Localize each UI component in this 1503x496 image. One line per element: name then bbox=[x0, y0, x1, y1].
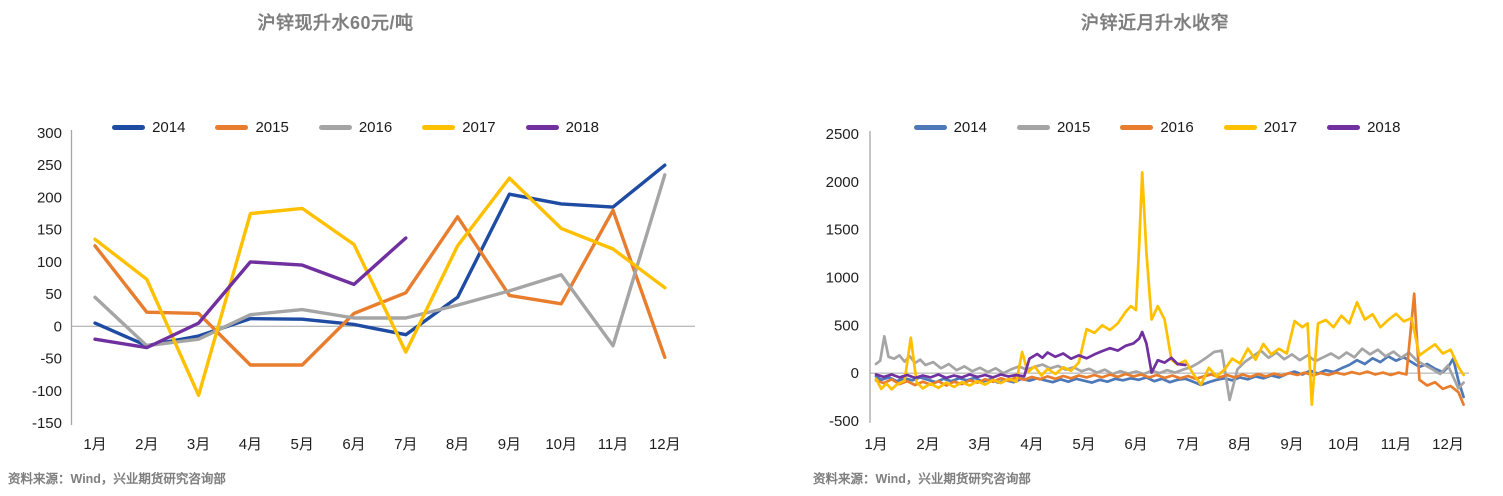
y-tick-label: -50 bbox=[40, 351, 62, 368]
y-tick-label: 1500 bbox=[826, 222, 859, 239]
legend-swatch bbox=[1016, 125, 1050, 130]
x-tick-label: 12月 bbox=[1432, 436, 1464, 453]
x-tick-label: 3月 bbox=[187, 436, 210, 453]
source-note: 资料来源：Wind，兴业期货研究咨询部 bbox=[813, 472, 1031, 486]
x-tick-label: 9月 bbox=[498, 436, 521, 453]
x-tick-label: 4月 bbox=[239, 436, 262, 453]
y-tick-label: 0 bbox=[851, 365, 859, 382]
chart-legend: 2014 2015 2016 2017 2018 bbox=[781, 119, 1503, 136]
legend-label: 2014 bbox=[152, 119, 186, 136]
x-tick-label: 6月 bbox=[1124, 436, 1147, 453]
y-tick-label: 50 bbox=[45, 286, 62, 303]
chart-legend: 2014 2015 2016 2017 2018 bbox=[0, 119, 731, 136]
series-line-2015 bbox=[874, 334, 1465, 402]
legend-item-2014: 2014 bbox=[913, 119, 987, 136]
legend-swatch bbox=[525, 125, 559, 130]
legend-item-2018: 2018 bbox=[1327, 119, 1400, 136]
legend-swatch bbox=[215, 125, 249, 130]
legend-swatch bbox=[318, 125, 352, 130]
legend-item-2016: 2016 bbox=[1120, 119, 1194, 136]
legend-swatch bbox=[422, 125, 456, 130]
legend-item-2014: 2014 bbox=[112, 119, 185, 136]
y-tick-label: 250 bbox=[37, 157, 62, 174]
y-tick-label: -150 bbox=[32, 415, 62, 432]
legend-label: 2017 bbox=[1263, 119, 1298, 136]
legend-label: 2018 bbox=[565, 119, 599, 136]
series-line-2017 bbox=[93, 176, 667, 397]
x-tick-label: 1月 bbox=[83, 436, 106, 453]
x-tick-label: 2月 bbox=[916, 436, 939, 453]
chart-plot-area: 2500 2000 1500 1000 500 0 -500 1月 2月 3月 4月 5月 6月 7月 8月… bbox=[826, 126, 1469, 453]
legend-item-2016: 2016 bbox=[318, 119, 393, 136]
x-tick-label: 7月 bbox=[394, 436, 417, 453]
x-tick-label: 1月 bbox=[864, 436, 887, 453]
y-tick-label: 200 bbox=[37, 189, 62, 206]
y-tick-label: 2000 bbox=[826, 174, 859, 191]
x-tick-label: 5月 bbox=[291, 436, 314, 453]
chart-plot-area: 300 250 200 150 100 50 0 -50 -100 -150 1月 2月 3月 4月 5月 6… bbox=[32, 125, 695, 453]
y-tick-label: 2500 bbox=[826, 126, 859, 143]
legend-item-2015: 2015 bbox=[215, 119, 289, 136]
series-line-2016 bbox=[93, 173, 667, 348]
chart-title: 沪锌近月升水收窄 bbox=[1081, 13, 1229, 33]
y-tick-label: 150 bbox=[37, 222, 62, 239]
legend-label: 2017 bbox=[462, 119, 496, 136]
legend-label: 2018 bbox=[1367, 119, 1401, 136]
series-line-2014 bbox=[93, 163, 667, 348]
x-tick-label: 10月 bbox=[545, 436, 577, 453]
x-tick-label: 6月 bbox=[342, 436, 365, 453]
legend-label: 2015 bbox=[1056, 119, 1091, 136]
series-line-2017 bbox=[874, 170, 1465, 406]
x-tick-label: 8月 bbox=[1228, 436, 1251, 453]
legend-item-2017: 2017 bbox=[422, 119, 496, 136]
legend-label: 2016 bbox=[1160, 119, 1194, 136]
x-tick-label: 9月 bbox=[1280, 436, 1303, 453]
x-tick-label: 11月 bbox=[598, 436, 629, 453]
x-tick-label: 11月 bbox=[1381, 436, 1412, 453]
x-tick-label: 5月 bbox=[1072, 436, 1095, 453]
x-tick-label: 3月 bbox=[968, 436, 991, 453]
legend-item-2015: 2015 bbox=[1016, 119, 1091, 136]
legend-swatch bbox=[913, 125, 947, 130]
legend-swatch bbox=[112, 125, 146, 130]
x-tick-label: 8月 bbox=[446, 436, 469, 453]
chart-figure-near-month-premium: 沪锌近月升水收窄 2014 2015 2016 2017 2018 2500 2000 15… bbox=[751, 0, 1503, 496]
y-tick-label: 300 bbox=[37, 125, 62, 142]
y-tick-label: 1000 bbox=[826, 269, 859, 286]
legend-swatch bbox=[1120, 125, 1154, 130]
legend-label: 2014 bbox=[953, 119, 987, 136]
y-tick-label: -100 bbox=[32, 383, 62, 400]
legend-label: 2016 bbox=[358, 119, 393, 136]
y-tick-label: 100 bbox=[37, 254, 62, 271]
series-line-2018 bbox=[93, 236, 408, 350]
legend-label: 2015 bbox=[255, 119, 289, 136]
source-note: 资料来源：Wind，兴业期货研究咨询部 bbox=[8, 472, 226, 486]
chart-title: 沪锌现升水60元/吨 bbox=[257, 13, 414, 33]
y-tick-label: 500 bbox=[834, 317, 859, 334]
x-tick-label: 12月 bbox=[649, 436, 681, 453]
y-tick-label: -500 bbox=[829, 413, 859, 430]
x-tick-label: 2月 bbox=[135, 436, 158, 453]
x-tick-label: 4月 bbox=[1020, 436, 1043, 453]
legend-swatch bbox=[1327, 125, 1361, 130]
legend-item-2017: 2017 bbox=[1223, 119, 1298, 136]
series-line-2018 bbox=[874, 330, 1187, 380]
x-tick-label: 10月 bbox=[1328, 436, 1360, 453]
x-tick-label: 7月 bbox=[1176, 436, 1199, 453]
legend-swatch bbox=[1223, 125, 1257, 130]
legend-item-2018: 2018 bbox=[525, 119, 599, 136]
chart-figure-spot-premium: 沪锌现升水60元/吨 2014 2015 2016 2017 2018 300 250 20… bbox=[0, 0, 751, 496]
y-tick-label: 0 bbox=[54, 318, 62, 335]
series-line-2014 bbox=[874, 354, 1465, 399]
